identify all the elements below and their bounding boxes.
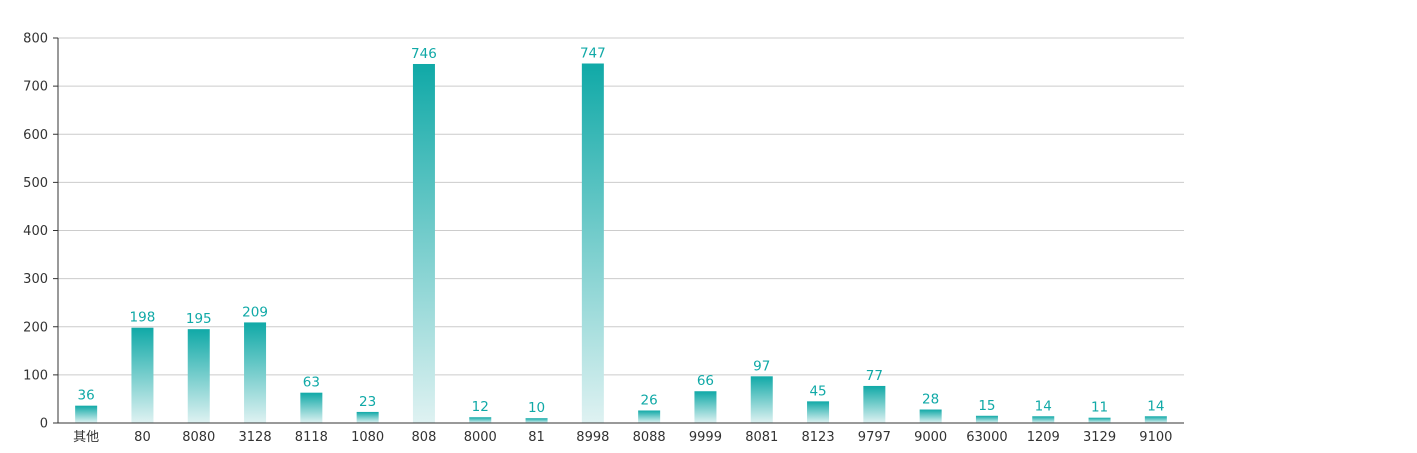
data-label: 195 [186, 311, 212, 327]
data-label: 209 [242, 304, 268, 320]
bar[interactable] [187, 329, 210, 423]
x-tick-label: 8118 [295, 430, 328, 445]
y-tick-label: 0 [40, 417, 48, 432]
x-tick-label: 8080 [182, 430, 215, 445]
data-label: 10 [528, 400, 545, 416]
bar[interactable] [244, 322, 267, 423]
bar[interactable] [581, 63, 604, 423]
data-label: 45 [809, 383, 826, 399]
grid-lines [58, 37, 1184, 376]
bar[interactable] [300, 392, 323, 423]
x-tick-label: 8088 [633, 430, 666, 445]
data-label: 14 [1035, 398, 1052, 414]
y-tick-label: 300 [23, 272, 48, 287]
data-label: 747 [580, 46, 606, 62]
data-label: 11 [1091, 400, 1108, 416]
x-tick-label: 9999 [689, 430, 722, 445]
x-tick-label: 1080 [351, 430, 384, 445]
bar[interactable] [919, 409, 942, 423]
bar[interactable] [412, 63, 435, 424]
x-tick-label: 3129 [1083, 430, 1116, 445]
data-label: 77 [866, 368, 883, 384]
bar[interactable] [807, 401, 830, 423]
x-tick-label: 8081 [745, 430, 778, 445]
data-label: 66 [697, 373, 714, 389]
y-tick-label: 500 [23, 176, 48, 191]
y-tick-label: 100 [23, 368, 48, 383]
bar[interactable] [356, 411, 379, 423]
data-label: 14 [1147, 398, 1164, 414]
bar[interactable] [525, 418, 548, 423]
y-tick-label: 400 [23, 224, 48, 239]
data-label: 23 [359, 394, 376, 410]
x-tick-label: 80 [134, 430, 151, 445]
data-label: 746 [411, 46, 437, 62]
bar[interactable] [694, 391, 717, 423]
data-label: 97 [753, 358, 770, 374]
x-tick-label: 8998 [576, 430, 609, 445]
bar[interactable] [1088, 417, 1111, 423]
data-label: 198 [130, 310, 156, 326]
y-tick-label: 600 [23, 128, 48, 143]
y-tick-label: 200 [23, 320, 48, 335]
bar[interactable] [469, 417, 492, 423]
x-tick-label: 9100 [1139, 430, 1172, 445]
bar[interactable] [1032, 416, 1055, 423]
bar[interactable] [1144, 416, 1167, 423]
data-label: 28 [922, 392, 939, 408]
x-tick-label: 其他 [73, 430, 99, 445]
data-label: 26 [641, 392, 658, 408]
data-label: 63 [303, 375, 320, 391]
data-labels: 36 198 195 209 63 23 746 12 10 747 26 66 97 45 77 28 15 1… [78, 46, 1165, 417]
x-tick-label: 9000 [914, 430, 947, 445]
y-tick-label: 800 [23, 32, 48, 47]
x-tick-label: 81 [528, 430, 545, 445]
x-tick-label: 63000 [966, 430, 1007, 445]
x-tick-label: 9797 [858, 430, 891, 445]
bar[interactable] [863, 385, 886, 423]
bar[interactable] [750, 376, 773, 423]
bar[interactable] [975, 415, 998, 423]
x-tick-label: 3128 [239, 430, 272, 445]
bar[interactable] [131, 327, 154, 423]
bar[interactable] [75, 405, 98, 423]
x-tick-label: 1209 [1027, 430, 1060, 445]
data-label: 15 [978, 398, 995, 414]
data-label: 12 [472, 399, 489, 415]
y-tick-label: 700 [23, 80, 48, 95]
bars [75, 63, 1167, 424]
bar[interactable] [638, 410, 661, 423]
data-label: 36 [78, 388, 95, 404]
x-tick-label: 8000 [464, 430, 497, 445]
x-tick-label: 808 [412, 430, 437, 445]
x-tick-label: 8123 [802, 430, 835, 445]
